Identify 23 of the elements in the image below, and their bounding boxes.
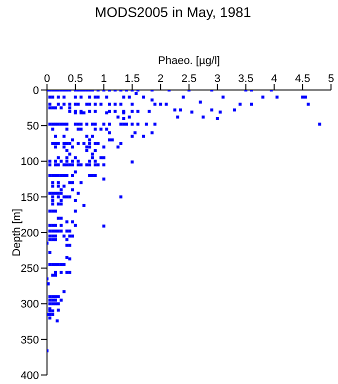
y-tick-label: 0: [32, 84, 39, 97]
y-tick-label: 250: [20, 263, 39, 276]
x-tick-label: 2.5: [181, 73, 197, 85]
x-tick-label: 1: [100, 73, 107, 85]
y-axis-title: Depth [m]: [10, 208, 23, 256]
y-tick-label: 50: [26, 120, 39, 133]
x-tick-label: 5: [328, 73, 334, 85]
x-tick-label: 1.5: [124, 73, 140, 85]
x-tick-label: 3: [214, 73, 220, 85]
x-tick-label: 3.5: [238, 73, 254, 85]
x-axis-title: Phaeo. [µg/l]: [158, 55, 220, 67]
x-tick-label: 4: [271, 73, 278, 85]
x-tick-label: 2: [158, 73, 164, 85]
x-tick-label: 4.5: [294, 73, 310, 85]
y-tick-label: 150: [20, 192, 39, 204]
chart-title: MODS2005 in May, 1981: [94, 4, 252, 20]
y-tick-label: 400: [20, 370, 39, 382]
y-tick-label: 100: [20, 156, 39, 168]
x-tick-label: 0: [44, 73, 50, 85]
y-tick-label: 200: [20, 227, 39, 240]
y-tick-label: 300: [20, 298, 39, 311]
y-tick-label: 350: [20, 334, 39, 346]
x-tick-label: 0.5: [68, 73, 84, 85]
